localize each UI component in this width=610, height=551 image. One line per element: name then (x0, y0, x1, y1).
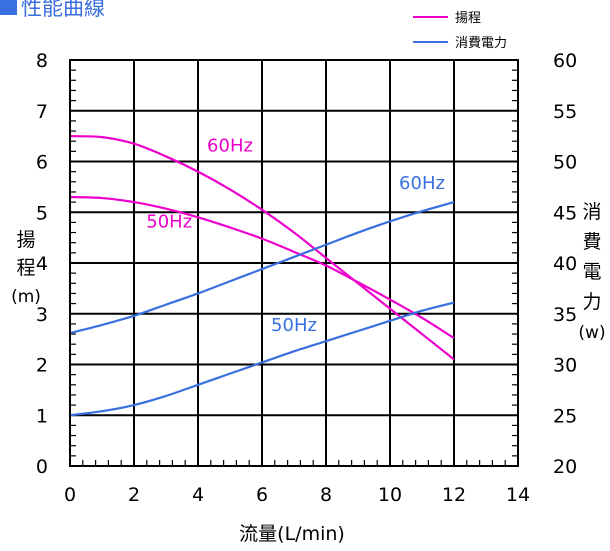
y-left-tick-label: 2 (36, 355, 48, 377)
plot-border (69, 59, 519, 467)
series-line-power-60hz (69, 201, 455, 335)
y-left-label-char-3: (m) (11, 287, 41, 307)
series-annotations: 60Hz 50Hz 60Hz 50Hz (146, 135, 445, 336)
y-right-label-char-3: 電 (582, 261, 601, 283)
x-tick-label: 8 (320, 484, 332, 506)
series-line-head-50hz (69, 195, 455, 340)
y-left-tick-label: 7 (36, 101, 48, 123)
y-left-axis-label: 揚 程 (m) (11, 229, 41, 307)
y-right-tick-label: 60 (553, 50, 577, 72)
y-left-tick-labels: 0 1 2 3 4 5 6 7 8 (36, 50, 48, 478)
x-tick-label: 4 (192, 484, 204, 506)
x-tick-label: 2 (128, 484, 140, 506)
y-right-tick-label: 55 (553, 101, 577, 123)
y-right-tick-label: 25 (553, 405, 577, 427)
y-right-tick-label: 40 (553, 253, 577, 275)
y-left-label-char-2: 程 (16, 257, 35, 279)
y-left-tick-label: 8 (36, 50, 48, 72)
y-right-label-char-2: 費 (582, 231, 601, 253)
y-left-tick-label: 5 (36, 202, 48, 224)
y-left-tick-label: 3 (36, 304, 48, 326)
title-square-icon (0, 0, 17, 15)
series-annotation: 50Hz (146, 211, 192, 232)
legend-label-head: 揚程 (455, 10, 481, 26)
x-tick-label: 12 (442, 484, 466, 506)
y-left-tick-label: 4 (36, 253, 48, 275)
x-tick-label: 0 (64, 484, 76, 506)
y-right-tick-labels: 20 25 30 35 40 45 50 55 60 (553, 50, 577, 478)
series-annotation: 60Hz (399, 173, 445, 194)
y-right-tick-label: 30 (553, 355, 577, 377)
series-line-power-50hz (69, 301, 455, 417)
plot-frame (69, 59, 519, 467)
grid (70, 60, 518, 466)
legend-label-power: 消費電力 (455, 36, 507, 51)
y-left-tick-label: 6 (36, 152, 48, 174)
y-right-axis-label: 消 費 電 力 (w) (578, 201, 605, 343)
y-left-tick-label: 0 (36, 456, 48, 478)
x-tick-label: 10 (378, 484, 402, 506)
y-right-tick-label: 50 (553, 152, 577, 174)
y-right-label-char-5: (w) (578, 323, 605, 343)
x-tick-label: 14 (506, 484, 530, 506)
series-annotation: 50Hz (271, 315, 317, 336)
legend: 揚程 消費電力 (413, 10, 507, 51)
y-left-label-char-1: 揚 (16, 229, 35, 251)
y-right-tick-label: 45 (553, 202, 577, 224)
chart-title: 性能曲線 (21, 0, 105, 20)
series-annotation: 60Hz (207, 135, 253, 156)
y-left-tick-label: 1 (36, 405, 48, 427)
series-lines (69, 135, 455, 417)
x-tick-labels: 0 2 4 6 8 10 12 14 (64, 484, 530, 506)
y-right-label-char-4: 力 (582, 291, 601, 313)
x-tick-label: 6 (256, 484, 268, 506)
y-right-tick-label: 20 (553, 456, 577, 478)
y-right-tick-label: 35 (553, 304, 577, 326)
x-axis-label: 流量(L/min) (239, 523, 345, 545)
y-right-label-char-1: 消 (582, 201, 601, 223)
series-line-head-60hz (69, 135, 455, 361)
